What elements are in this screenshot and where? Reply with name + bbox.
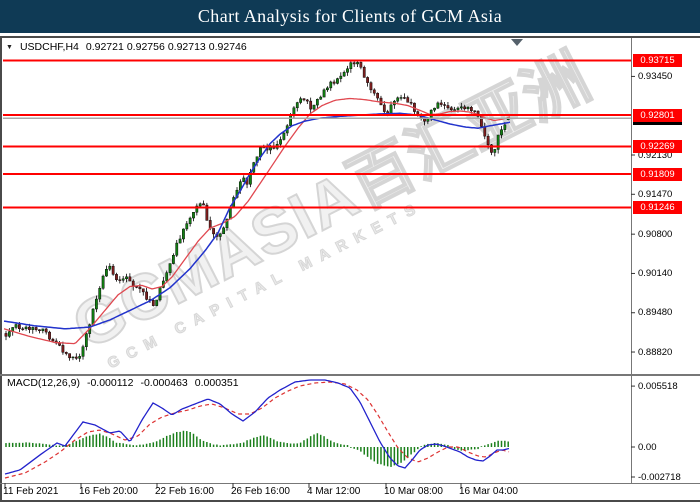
- time-axis-label[interactable]: 4 Mar 12:00: [307, 486, 361, 497]
- macd-value-signal: -0.000463: [140, 377, 188, 389]
- time-axis-label[interactable]: 26 Feb 16:00: [231, 486, 290, 497]
- ohlc-close: 0.92746: [208, 41, 247, 53]
- time-axis-divider: [0, 483, 700, 484]
- macd-value-histogram: 0.000351: [194, 377, 239, 389]
- price-axis-tick: 0.92130: [638, 149, 673, 161]
- page-title: Chart Analysis for Clients of GCM Asia: [197, 6, 503, 26]
- chart-header: ▼ USDCHF,H4 0.92721 0.92756 0.92713 0.92…: [6, 40, 247, 54]
- title-bar: Chart Analysis for Clients of GCM Asia: [0, 0, 700, 33]
- macd-axis-tick: 0.00: [638, 441, 657, 453]
- chart-window: [0, 36, 700, 502]
- price-axis-tick: 0.90140: [638, 267, 673, 279]
- macd-indicator-label: MACD(12,26,9) -0.000112 -0.000463 0.0003…: [7, 377, 239, 389]
- price-axis-tick: 0.91470: [638, 188, 673, 200]
- time-axis-label[interactable]: 16 Mar 04:00: [459, 486, 518, 497]
- level-price-badge: 0.92801: [633, 108, 682, 122]
- level-price-badge: 0.92269: [633, 140, 682, 154]
- price-axis-tick: 0.88820: [638, 346, 673, 358]
- symbol-period-label: USDCHF,H4: [19, 41, 79, 53]
- time-axis-label[interactable]: 11 Feb 2021: [3, 486, 59, 497]
- time-axis-label[interactable]: 16 Feb 20:00: [79, 486, 138, 497]
- chevron-down-icon[interactable]: ▼: [6, 43, 13, 51]
- panel-divider[interactable]: [0, 374, 700, 376]
- axis-divider: [631, 38, 632, 484]
- scroll-to-end-marker-icon: [511, 39, 523, 46]
- macd-axis-tick: -0.002718: [638, 471, 681, 483]
- level-price-badge: 0.93715: [633, 54, 682, 68]
- price-axis-tick: 0.89480: [638, 307, 673, 319]
- ohlc-high: 0.92756: [126, 41, 165, 53]
- macd-axis-tick: 0.005518: [638, 380, 678, 392]
- time-axis-label[interactable]: 22 Feb 16:00: [155, 486, 214, 497]
- price-axis-tick: 0.93450: [638, 70, 673, 82]
- macd-name: MACD(12,26,9): [7, 377, 80, 389]
- ohlc-low: 0.92713: [167, 41, 206, 53]
- price-axis-tick: 0.90800: [638, 228, 673, 240]
- time-axis-label[interactable]: 10 Mar 08:00: [384, 486, 443, 497]
- level-price-badge: 0.91246: [633, 201, 682, 215]
- level-price-badge: 0.91809: [633, 167, 682, 181]
- macd-value-main: -0.000112: [86, 377, 134, 389]
- ohlc-open: 0.92721: [85, 41, 124, 53]
